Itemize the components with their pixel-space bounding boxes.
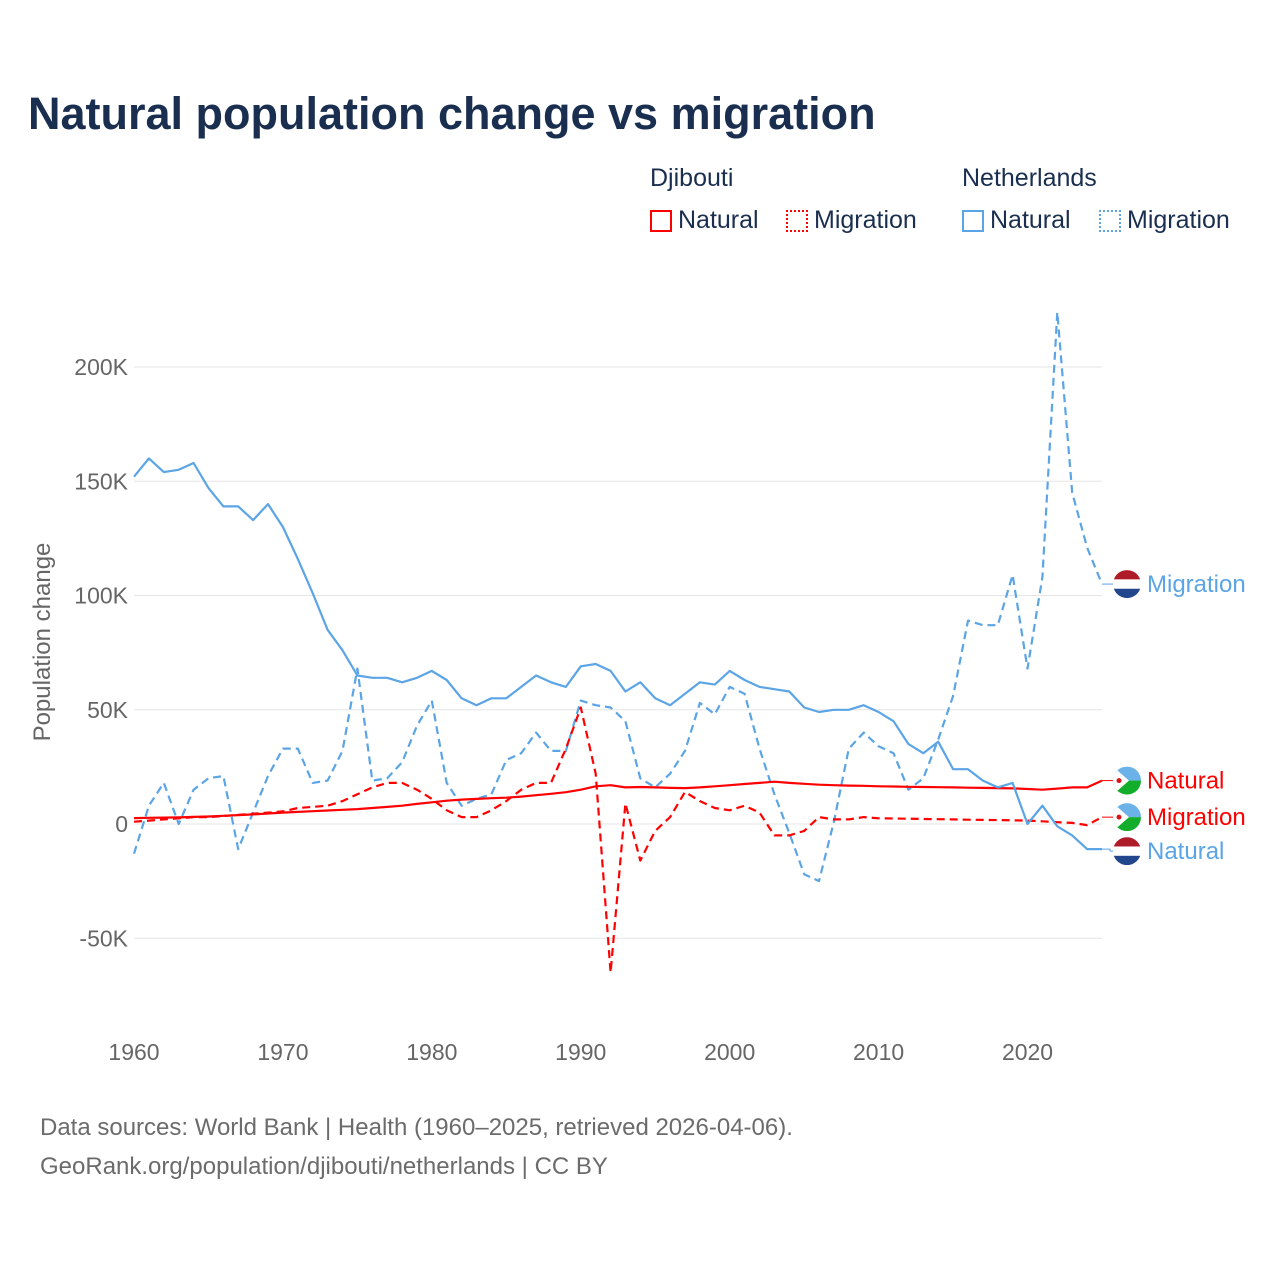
attribution-line: GeoRank.org/population/djibouti/netherla…	[40, 1153, 608, 1180]
y-tick-label: 100K	[74, 583, 128, 609]
legend-label: Migration	[814, 206, 917, 234]
series-line-netherlands-migration[interactable]	[132, 311, 1104, 883]
djibouti-flag-icon	[1113, 766, 1141, 795]
x-tick-label: 1970	[257, 1039, 308, 1065]
x-tick-label: 2010	[853, 1039, 904, 1065]
legend-swatch-dotted-blue	[1099, 209, 1121, 232]
x-tick-label: 2000	[704, 1039, 755, 1065]
legend-group-djibouti: Djibouti	[650, 164, 734, 192]
x-tick-label: 2020	[1002, 1039, 1053, 1065]
legend-group-netherlands: Netherlands	[962, 164, 1097, 192]
y-tick-label: 50K	[87, 697, 129, 723]
legend-swatch-solid-red	[650, 209, 672, 232]
y-axis-label: Population change	[29, 543, 56, 742]
legend-djibouti-natural[interactable]: Natural	[650, 206, 759, 235]
netherlands-flag-icon	[1113, 570, 1141, 599]
y-tick-label: 200K	[74, 354, 128, 380]
footer: Data sources: World Bank | Health (1960–…	[40, 1108, 793, 1186]
series-end-label: Migration	[1147, 571, 1246, 598]
series-line-djibouti-migration[interactable]	[133, 706, 1103, 974]
legend-netherlands-migration[interactable]: Migration	[1099, 206, 1230, 235]
series-end-label: Migration	[1147, 804, 1246, 831]
series-line-djibouti-natural[interactable]	[133, 779, 1103, 820]
legend-label: Natural	[678, 206, 759, 234]
series-end-label: Natural	[1147, 768, 1224, 795]
netherlands-flag-icon	[1113, 837, 1141, 866]
series-end-label: Natural	[1147, 838, 1224, 865]
x-tick-label: 1980	[406, 1039, 457, 1065]
legend-label: Migration	[1127, 206, 1230, 234]
djibouti-flag-icon	[1113, 803, 1141, 832]
series-line-netherlands-natural[interactable]	[133, 457, 1102, 851]
source-line: Data sources: World Bank | Health (1960–…	[40, 1114, 793, 1141]
legend-netherlands-natural[interactable]: Natural	[962, 206, 1071, 235]
x-tick-label: 1990	[555, 1039, 606, 1065]
legend-swatch-dotted-red	[786, 209, 808, 232]
legend-swatch-solid-blue	[962, 209, 984, 232]
y-tick-label: 150K	[74, 468, 128, 494]
y-tick-label: 0	[115, 811, 128, 837]
y-tick-label: -50K	[79, 925, 128, 951]
x-tick-label: 1960	[108, 1039, 159, 1065]
legend-label: Natural	[990, 206, 1071, 234]
legend-djibouti-migration[interactable]: Migration	[786, 206, 917, 235]
chart-title: Natural population change vs migration	[28, 88, 876, 139]
